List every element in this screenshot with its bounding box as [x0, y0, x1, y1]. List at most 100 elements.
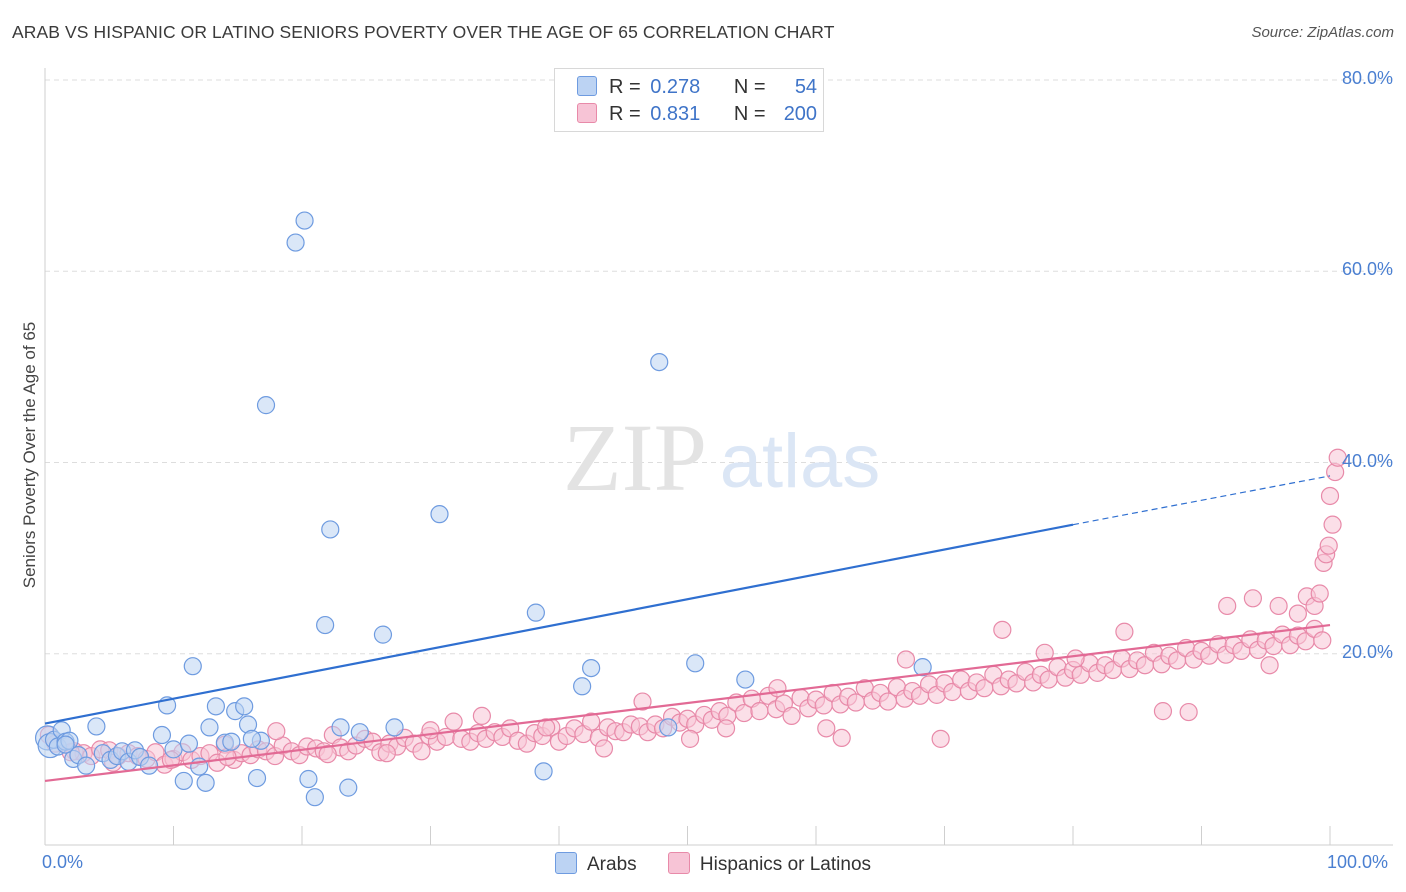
arab-point — [235, 697, 254, 716]
hisp-point — [768, 679, 787, 698]
arab-point — [573, 677, 592, 696]
arabs-trend-extension — [1072, 475, 1331, 526]
watermark-zip: ZIP — [563, 404, 707, 511]
hisp-point — [444, 712, 463, 731]
stats-r-label: R = — [609, 76, 641, 98]
legend-swatch-hisp — [667, 852, 690, 874]
hisp-point — [1218, 596, 1237, 616]
hisp-point — [472, 706, 491, 726]
arab-point — [321, 520, 340, 539]
hisp-point — [750, 702, 769, 721]
arab-point — [339, 778, 358, 797]
arab-point — [650, 352, 669, 372]
hisp-point — [1179, 702, 1198, 722]
arab-point — [913, 658, 932, 677]
hisp-point — [896, 650, 916, 669]
arab-point — [183, 657, 202, 676]
hisp-point — [537, 718, 556, 737]
arabs-n-value: 54 — [794, 76, 818, 98]
hisp-point — [633, 692, 652, 711]
arab-point — [139, 756, 159, 775]
arab-point — [305, 788, 324, 807]
y-tick-label: 60.0% — [1341, 259, 1393, 280]
trend-lines — [44, 475, 1331, 783]
arab-point — [430, 505, 449, 524]
stats-row-hisp: R = 0.831 N = 200 — [577, 101, 817, 127]
arab-point — [247, 768, 267, 788]
arab-point — [385, 718, 404, 737]
y-tick-label: 80.0% — [1341, 68, 1393, 88]
arab-point — [206, 697, 226, 716]
hisp-point — [1260, 656, 1279, 675]
arab-point — [295, 211, 314, 230]
hisp-point — [1243, 589, 1263, 608]
source-label: Source: ZipAtlas.com — [1251, 24, 1394, 41]
chart-legend: Arabs Hispanics or Latinos — [555, 852, 897, 876]
arab-point — [373, 625, 393, 644]
x-tick-label-max: 100.0% — [1327, 852, 1389, 872]
arab-point — [152, 725, 172, 745]
arab-point — [316, 615, 335, 635]
arab-point — [256, 396, 276, 415]
arab-point — [331, 718, 350, 737]
legend-swatch-arabs — [555, 852, 577, 874]
hisp-point — [931, 729, 950, 748]
arab-point — [200, 718, 219, 737]
legend-item-arabs[interactable]: Arabs — [555, 852, 637, 876]
stats-box: R = 0.278 N = 54 R = 0.831 N = 200 — [554, 68, 824, 132]
legend-item-hisp[interactable]: Hispanics or Latinos — [667, 852, 872, 876]
arab-point — [87, 717, 106, 736]
legend-label-hisp: Hispanics or Latinos — [699, 854, 872, 875]
watermark-atlas: atlas — [720, 419, 881, 504]
hisp-point — [1035, 643, 1054, 662]
stats-row-arabs: R = 0.278 N = 54 — [577, 74, 817, 100]
arab-point — [534, 762, 553, 781]
hisp-swatch — [577, 103, 597, 123]
hisp-point — [832, 728, 851, 748]
hisp-point — [680, 729, 700, 748]
arabs-r-value: 0.278 — [650, 76, 701, 98]
hisp-point — [817, 719, 836, 738]
hisp-point — [1320, 486, 1340, 506]
arab-point — [659, 718, 678, 737]
x-tick-label-min: 0.0% — [42, 852, 84, 872]
arab-point — [196, 773, 215, 792]
hisp-point — [582, 712, 601, 731]
hisp-point — [267, 722, 286, 741]
arab-point — [77, 756, 96, 775]
stats-n-label: N = — [733, 76, 766, 98]
hisp-point — [993, 620, 1012, 639]
chart-title: ARAB VS HISPANIC OR LATINO SENIORS POVER… — [12, 22, 835, 42]
hisp-point — [1310, 584, 1329, 603]
arab-point — [179, 734, 199, 753]
hisp-point — [1269, 596, 1288, 616]
hisp-n-value: 200 — [783, 103, 818, 125]
arab-point — [686, 654, 705, 673]
arab-point — [299, 769, 318, 789]
arab-point — [526, 603, 545, 622]
series-arabs — [34, 211, 932, 807]
hisp-point — [782, 706, 801, 726]
arab-point — [56, 735, 75, 754]
hisp-point — [1153, 702, 1173, 721]
legend-label-arabs: Arabs — [587, 854, 637, 875]
hisp-point — [1328, 448, 1347, 467]
y-tick-label: 20.0% — [1341, 641, 1393, 662]
hisp-point — [716, 719, 736, 738]
hisp-point — [421, 721, 440, 740]
stats-r-label: R = — [609, 103, 641, 125]
hisp-trend-line — [44, 623, 1331, 783]
hisp-point — [1323, 515, 1342, 534]
hisp-point — [412, 742, 431, 761]
arab-point — [286, 233, 305, 252]
hisp-point — [1313, 631, 1332, 650]
arab-point — [242, 729, 261, 748]
gridlines — [45, 79, 1393, 655]
arab-point — [174, 771, 193, 791]
hisp-point — [594, 739, 614, 758]
stats-n-label: N = — [733, 103, 766, 125]
hisp-point — [1066, 649, 1085, 668]
y-tick-label: 40.0% — [1341, 450, 1393, 471]
axes — [44, 68, 1393, 846]
